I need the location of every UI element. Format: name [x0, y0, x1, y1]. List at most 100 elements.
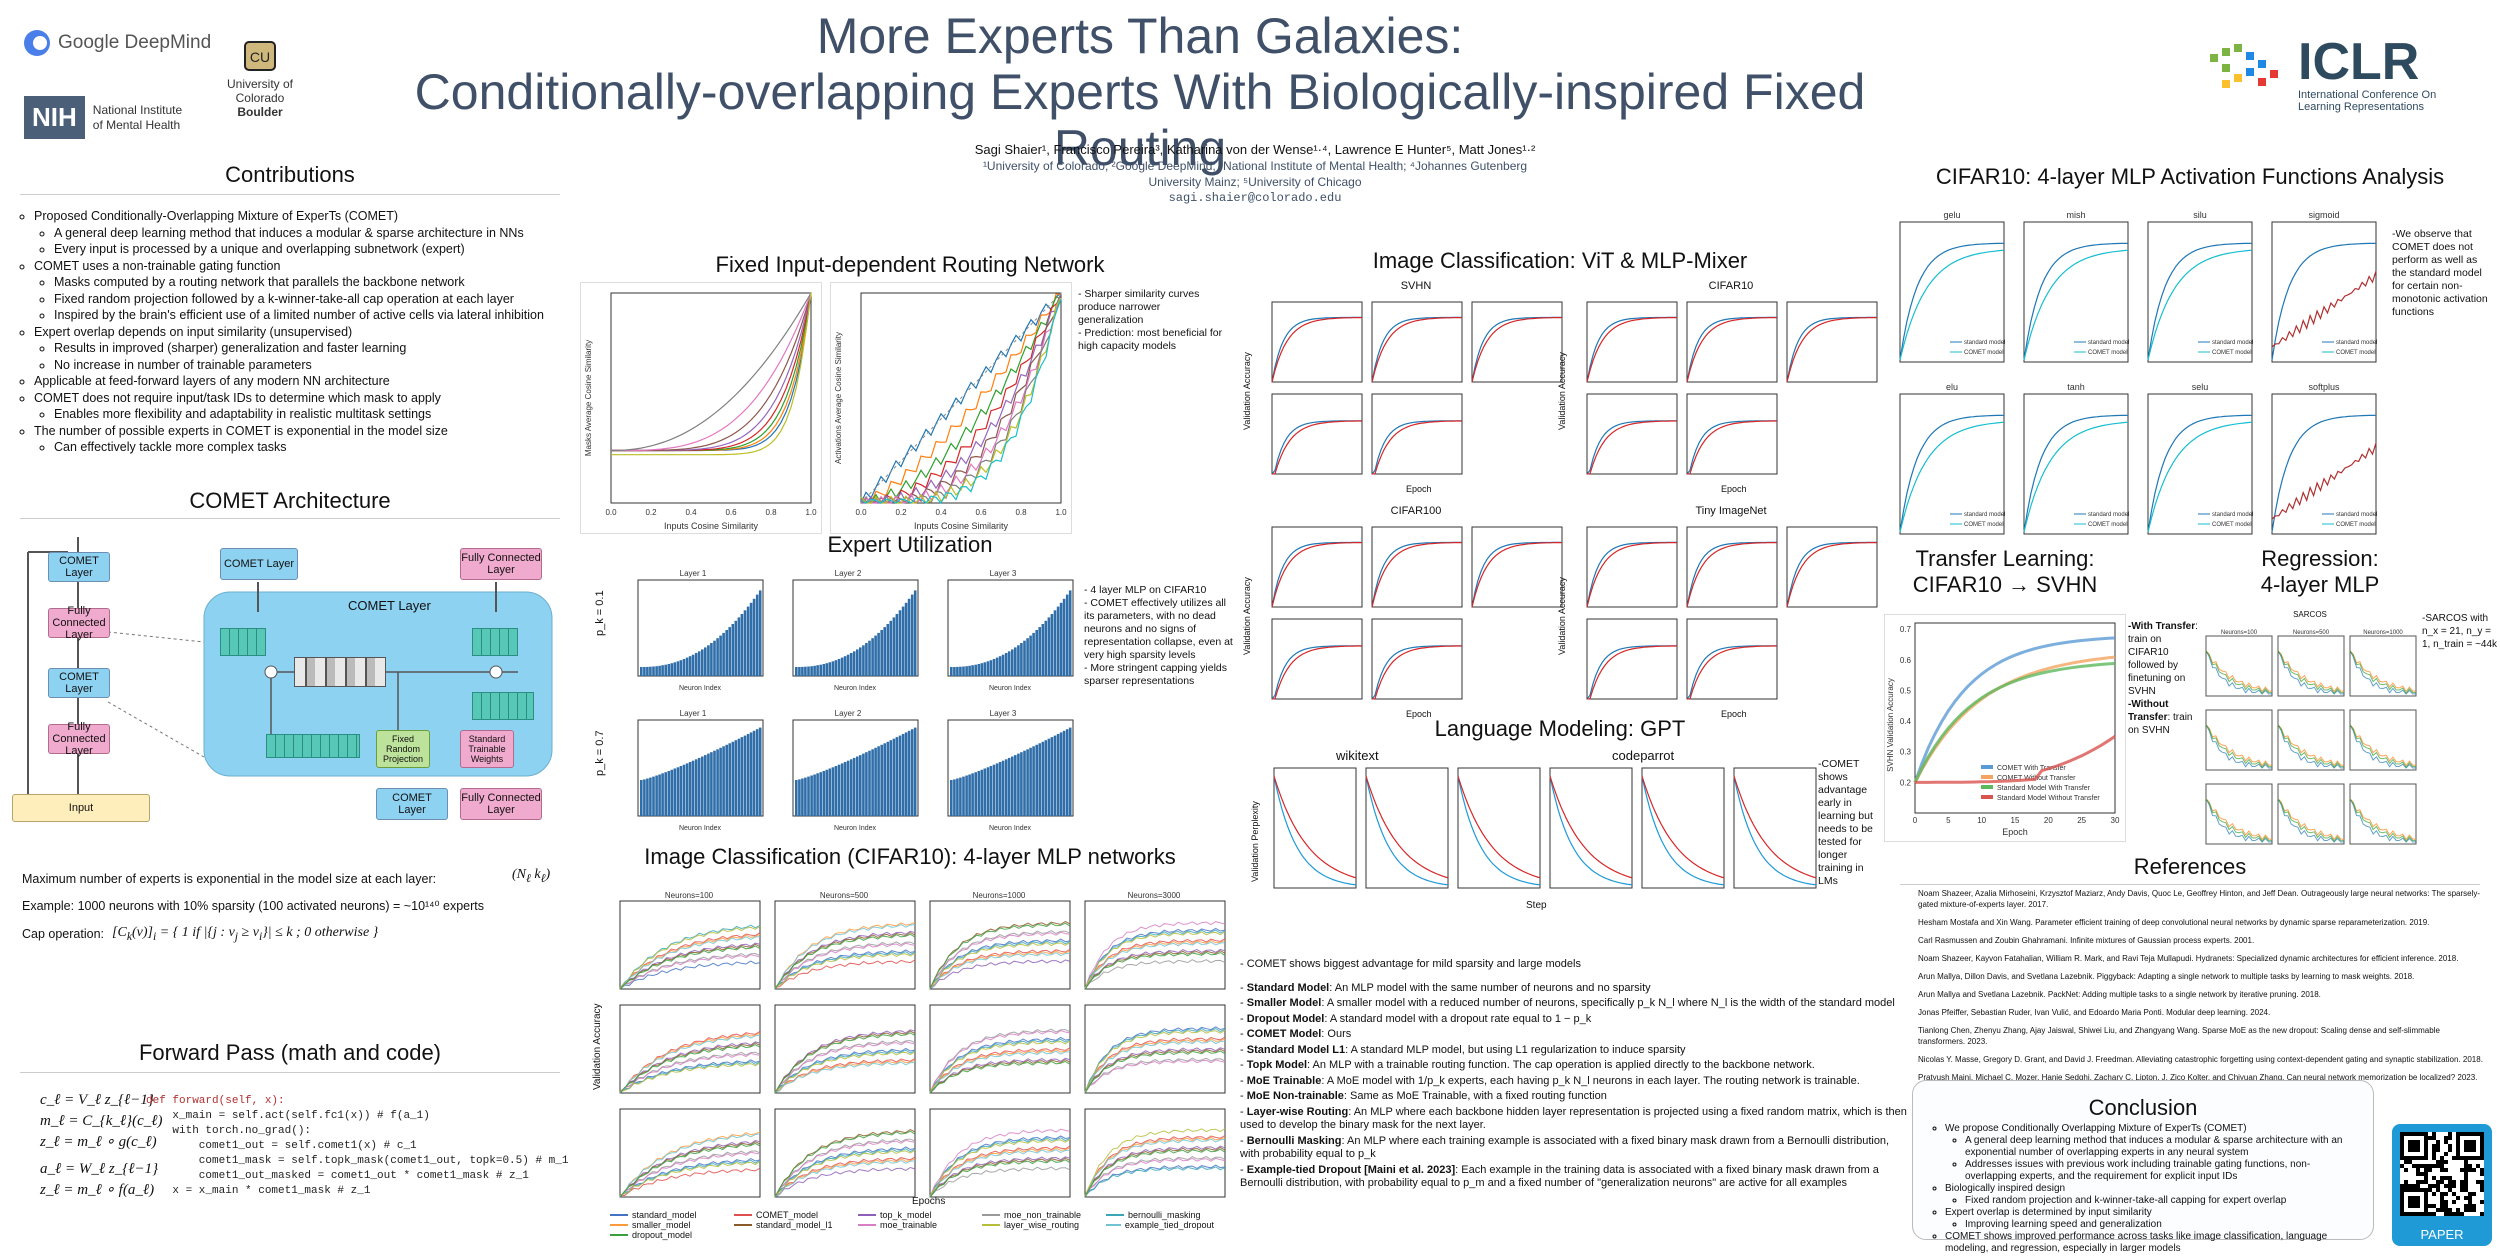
paper-qr[interactable]: PAPER — [2392, 1124, 2492, 1246]
qr-module — [2440, 1200, 2444, 1204]
utilization-bar — [661, 773, 664, 816]
utilization-bar — [707, 753, 710, 816]
qr-module — [2472, 1132, 2476, 1136]
utilization-bar — [746, 734, 750, 816]
utilization-bar — [998, 762, 1002, 816]
qr-module — [2468, 1148, 2472, 1152]
legend-label: layer_wise_routing — [1004, 1220, 1080, 1230]
layer-label: Layer 2 — [835, 569, 862, 578]
utilization-bar — [901, 606, 905, 676]
plot-area — [774, 1004, 916, 1094]
qr-module — [2448, 1188, 2452, 1192]
utilization-bar — [898, 735, 902, 816]
desc-text: : A MoE model with 1/p_k experts, each h… — [1321, 1074, 1860, 1087]
y-tick: 0.3 — [1900, 748, 1912, 757]
qr-module — [2424, 1172, 2428, 1176]
qr-module — [2400, 1152, 2404, 1156]
qr-module — [2456, 1196, 2460, 1200]
qr-module — [2448, 1212, 2452, 1216]
x-axis-label: Epoch — [2002, 827, 2028, 837]
utilization-bar — [856, 649, 859, 676]
qr-module — [2420, 1172, 2424, 1176]
qr-module — [2472, 1144, 2476, 1148]
deepmind-text: Google DeepMind — [58, 32, 212, 53]
activation-curve — [2271, 270, 2377, 348]
qr-module — [2440, 1164, 2444, 1168]
activation-title: CIFAR10: 4-layer MLP Activation Function… — [1935, 164, 2445, 189]
qr-module — [2472, 1192, 2476, 1196]
utilization-bar — [834, 660, 838, 676]
utilization-bar — [658, 774, 661, 816]
architecture-diagram: COMET Layer Fully Connected Layer COMET … — [8, 522, 568, 822]
vit-accuracy-chart — [1786, 526, 1878, 608]
plot-area — [610, 292, 812, 504]
utilization-bar — [1068, 727, 1072, 816]
mlp-curve — [774, 1041, 916, 1094]
standard-trainable-weights-box: Standard Trainable Weights — [460, 730, 514, 768]
utilization-bar — [1035, 630, 1038, 676]
utilization-bar — [755, 594, 759, 676]
column-label: Neurons=100 — [2221, 630, 2258, 636]
email: sagi.shaier@colorado.edu — [1168, 191, 1342, 205]
utilization-bar — [679, 766, 683, 816]
mlp-curve — [1084, 1146, 1226, 1198]
qr-module — [2400, 1208, 2404, 1212]
lm-notes: -COMET shows advantage early in learning… — [1818, 758, 1882, 888]
transfer-note-without-label: -Without Transfer — [2128, 699, 2169, 723]
mlp-curve — [1084, 1166, 1226, 1197]
qr-module — [2400, 1212, 2404, 1216]
plot-area — [2023, 393, 2129, 535]
utilization-bar — [1062, 730, 1066, 816]
utilization-bar — [856, 756, 859, 816]
vit-curve — [1786, 317, 1877, 383]
utilization-bar — [743, 610, 747, 676]
utilization-bar — [953, 667, 956, 676]
qr-module — [2424, 1136, 2428, 1140]
reference-item: Jonas Pfeiffer, Sebastian Ruder, Ivan Vu… — [1918, 1008, 2271, 1017]
layer-label: Layer 2 — [835, 709, 862, 718]
qr-module — [2440, 1168, 2444, 1172]
utilization-bar — [667, 771, 671, 816]
x-axis-label: Epoch — [1406, 484, 1432, 494]
mlp-curve — [774, 1029, 916, 1094]
legend-label: moe_non_trainable — [1004, 1210, 1082, 1220]
regression-chart-title: SARCOS — [2293, 610, 2327, 619]
activation-vector-right — [472, 628, 518, 656]
qr-module — [2412, 1132, 2416, 1136]
contribution-subitem: Masks computed by a routing network that… — [54, 274, 574, 291]
desc-text: : A standard MLP model, but using L1 reg… — [1345, 1043, 1686, 1056]
mlp-curve — [929, 930, 1071, 990]
mlp-curve — [774, 1166, 916, 1198]
qr-module — [2464, 1204, 2468, 1208]
utilization-bar — [676, 767, 680, 816]
lm-perplexity-chart — [1365, 767, 1449, 889]
vit-curve — [1686, 420, 1777, 475]
affiliations-1: ¹University of Colorado; ²Google DeepMin… — [982, 159, 1528, 173]
expert-util-notes: - 4 layer MLP on CIFAR10- COMET effectiv… — [1084, 584, 1234, 688]
left-fc-layer-mid: Fully Connected Layer — [48, 721, 110, 757]
mlp-curve — [774, 1158, 916, 1197]
qr-module — [2432, 1144, 2436, 1148]
regression-curve — [2277, 650, 2345, 693]
mlp-curve — [1084, 1157, 1226, 1198]
routing-curve — [611, 292, 812, 452]
utilization-bar — [704, 755, 707, 816]
vit-curve — [1471, 542, 1562, 608]
qr-module — [2472, 1168, 2476, 1172]
conclusion-item: Expert overlap is determined by input si… — [1945, 1207, 2361, 1231]
qr-module — [2460, 1156, 2464, 1160]
math-line: m_ℓ = C_{k_ℓ}(c_ℓ) — [40, 1113, 163, 1129]
qr-module — [2448, 1180, 2452, 1184]
regression-curve — [2277, 798, 2345, 841]
legend-item: smaller_model — [610, 1220, 718, 1230]
utilization-bar — [913, 590, 917, 676]
x-tick: 0.6 — [725, 508, 737, 517]
regression-title-1: Regression: — [2261, 546, 2379, 571]
qr-module — [2464, 1140, 2468, 1144]
contribution-text: COMET does not require input/task IDs to… — [34, 390, 441, 405]
utilization-bar — [831, 767, 835, 816]
lm-dataset-label: wikitext — [1336, 748, 1379, 763]
vit-accuracy-chart — [1586, 618, 1678, 700]
contribution-text: The number of possible experts in COMET … — [34, 423, 448, 438]
column-label: Neurons=100 — [665, 891, 714, 900]
